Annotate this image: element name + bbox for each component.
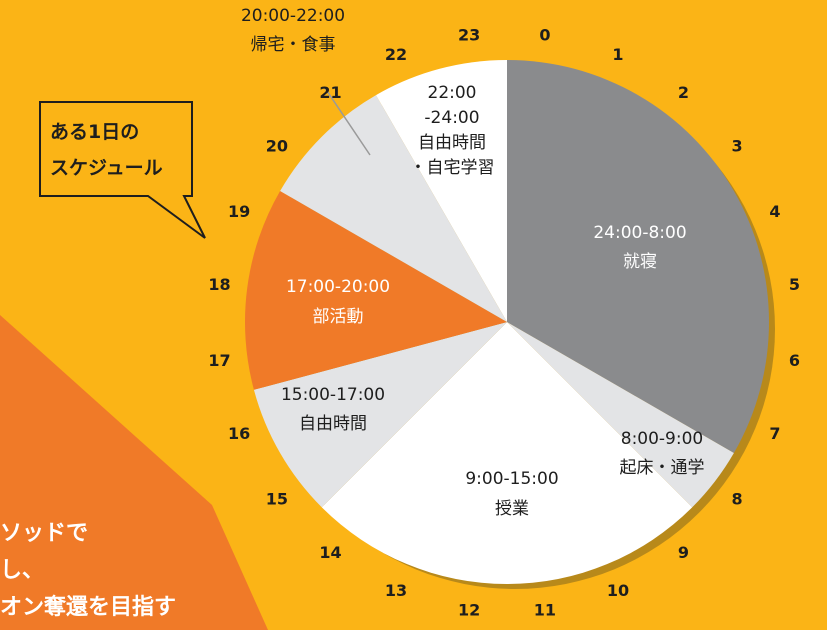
segment-label-5-activity: 帰宅・食事 xyxy=(251,35,336,55)
pie-slice-2 xyxy=(321,322,693,584)
segment-label-1-time: 8:00-9:00 xyxy=(621,429,704,449)
hour-label-14: 14 xyxy=(319,543,341,562)
schedule-pie-chart: 24:00-8:00 就寝 8:00-9:00 起床・通学 9:00-15:00 授業 15… xyxy=(241,6,775,589)
hour-label-8: 8 xyxy=(732,490,743,509)
callout-line-2: スケジュール xyxy=(50,157,163,179)
pie-slice-0 xyxy=(507,60,769,453)
hour-label-17: 17 xyxy=(208,351,230,370)
hour-label-3: 3 xyxy=(732,137,743,156)
callout: ある1日の スケジュール xyxy=(39,101,206,239)
banner-line-3: オン奪還を目指す xyxy=(0,594,176,620)
pie-slice-4 xyxy=(245,191,507,390)
segment-label-6-activity2: ・自宅学習 xyxy=(410,158,495,178)
hour-label-9: 9 xyxy=(678,543,689,562)
hour-label-12: 12 xyxy=(458,601,480,620)
pie-slices xyxy=(245,60,769,584)
hour-label-15: 15 xyxy=(266,490,288,509)
hour-label-18: 18 xyxy=(208,275,230,294)
banner-line-1: ソッドで xyxy=(0,521,88,546)
banner-shape xyxy=(0,315,268,630)
hour-label-13: 13 xyxy=(385,581,407,600)
hour-label-16: 16 xyxy=(228,424,250,443)
pie-slice-1 xyxy=(507,322,734,508)
segment-label-1-activity: 起床・通学 xyxy=(620,458,705,478)
segment-label-0-activity: 就寝 xyxy=(623,251,657,272)
segment-label-5-time: 20:00-22:00 xyxy=(241,6,345,26)
segment-label-3-time: 15:00-17:00 xyxy=(281,385,385,405)
hour-label-19: 19 xyxy=(228,202,250,221)
segment-label-6-activity: 自由時間 xyxy=(418,133,486,153)
segment-label-4-activity: 部活動 xyxy=(313,307,364,327)
hour-label-4: 4 xyxy=(769,202,780,221)
hour-label-21: 21 xyxy=(319,83,341,102)
hour-label-6: 6 xyxy=(789,351,800,370)
pie-slice-3 xyxy=(253,322,507,508)
hour-label-11: 11 xyxy=(534,601,556,620)
hour-label-23: 23 xyxy=(458,26,480,45)
pie-labels: 24:00-8:00 就寝 8:00-9:00 起床・通学 9:00-15:00 授業 15… xyxy=(241,6,705,519)
hour-label-2: 2 xyxy=(678,83,689,102)
callout-shape xyxy=(39,101,206,239)
leader-line xyxy=(324,87,371,156)
segment-label-6-time: 22:00 xyxy=(428,83,477,103)
hour-label-7: 7 xyxy=(769,424,780,443)
hour-label-1: 1 xyxy=(612,45,623,64)
banner-line-2: し、 xyxy=(0,558,44,583)
callout-line-1: ある1日の xyxy=(50,121,139,143)
hour-label-0: 0 xyxy=(539,26,550,45)
segment-label-6-time2: -24:00 xyxy=(424,108,479,128)
segment-label-4-time: 17:00-20:00 xyxy=(286,277,390,297)
pie-slice-5 xyxy=(280,95,507,322)
segment-label-2-activity: 授業 xyxy=(495,499,529,519)
segment-label-0-time: 24:00-8:00 xyxy=(593,223,686,243)
hour-label-10: 10 xyxy=(607,581,629,600)
hour-label-22: 22 xyxy=(385,45,407,64)
segment-label-2-time: 9:00-15:00 xyxy=(465,469,558,489)
segment-label-3-activity: 自由時間 xyxy=(299,414,367,434)
pie-slice-6 xyxy=(376,60,507,322)
hour-label-5: 5 xyxy=(789,275,800,294)
hour-label-20: 20 xyxy=(266,137,288,156)
